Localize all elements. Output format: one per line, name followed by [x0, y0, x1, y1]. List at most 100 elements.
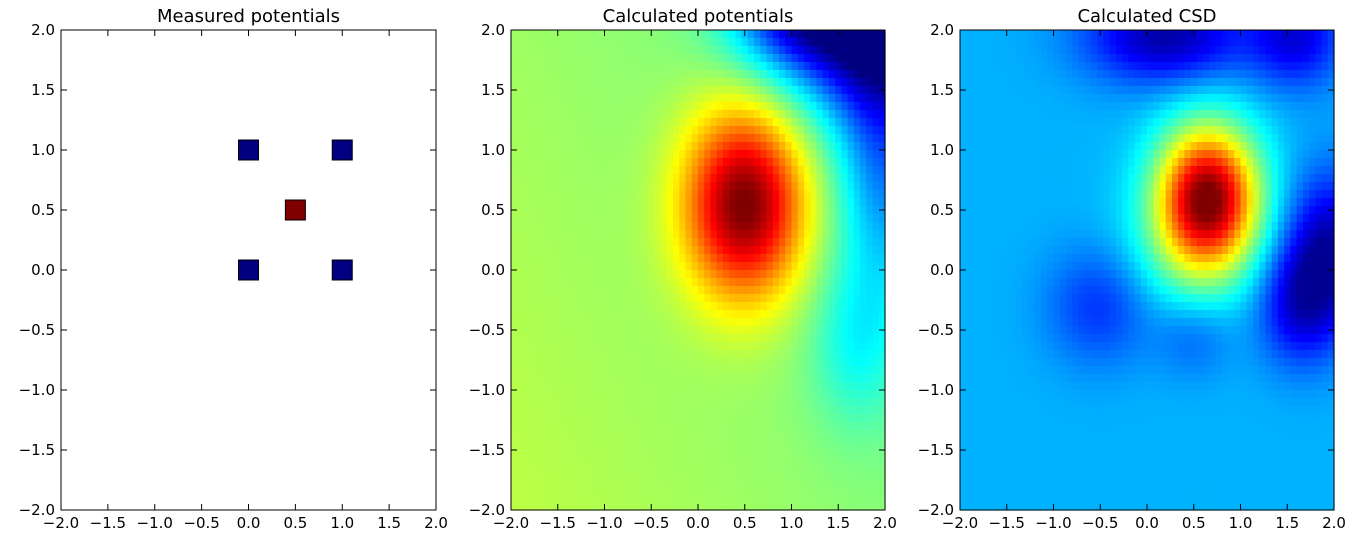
heatmap-cell — [1302, 54, 1310, 63]
heatmap-cell — [828, 270, 836, 279]
heatmap-cell — [585, 78, 593, 87]
heatmap-cell — [835, 430, 842, 439]
heatmap-cell — [797, 190, 805, 199]
heatmap-cell — [966, 198, 974, 207]
heatmap-cell — [1165, 30, 1173, 39]
heatmap-cell — [1327, 94, 1335, 103]
heatmap-cell — [803, 438, 811, 447]
heatmap-cell — [698, 422, 705, 431]
heatmap-cell — [747, 398, 755, 407]
heatmap-cell — [691, 414, 699, 423]
heatmap-cell — [772, 398, 780, 407]
heatmap-cell — [1097, 134, 1104, 143]
heatmap-cell — [779, 54, 786, 63]
heatmap-cell — [872, 174, 880, 183]
heatmap-cell — [673, 222, 680, 231]
heatmap-cell — [1009, 30, 1017, 39]
heatmap-cell — [535, 398, 543, 407]
heatmap-cell — [610, 310, 618, 319]
heatmap-cell — [785, 174, 793, 183]
heatmap-cell — [766, 174, 774, 183]
heatmap-cell — [666, 262, 674, 271]
heatmap-cell — [1065, 38, 1073, 47]
heatmap-cell — [1315, 126, 1323, 135]
heatmap-cell — [529, 222, 537, 231]
heatmap-cell — [529, 262, 537, 271]
heatmap-cell — [729, 142, 736, 151]
heatmap-cell — [548, 406, 556, 415]
heatmap-cell — [616, 118, 624, 127]
heatmap-cell — [542, 366, 549, 375]
heatmap-cell — [841, 174, 849, 183]
heatmap-cell — [716, 406, 724, 415]
heatmap-cell — [648, 430, 655, 439]
heatmap-cell — [710, 286, 718, 295]
heatmap-cell — [1171, 30, 1179, 39]
heatmap-cell — [1290, 38, 1298, 47]
heatmap-cell — [567, 294, 574, 303]
heatmap-cell — [1097, 126, 1104, 135]
heatmap-cell — [785, 462, 793, 471]
heatmap-cell — [610, 222, 618, 231]
heatmap-cell — [679, 326, 687, 335]
heatmap-cell — [1028, 190, 1036, 199]
heatmap-cell — [1053, 198, 1061, 207]
heatmap-cell — [729, 414, 736, 423]
heatmap-cell — [766, 454, 774, 463]
heatmap-cell — [1103, 142, 1111, 151]
heatmap-cell — [673, 142, 680, 151]
heatmap-cell — [560, 438, 568, 447]
heatmap-cell — [1165, 182, 1173, 191]
heatmap-cell — [754, 374, 761, 383]
heatmap-cell — [872, 246, 880, 255]
heatmap-cell — [1259, 158, 1267, 167]
heatmap-cell — [535, 334, 543, 343]
heatmap-cell — [803, 78, 811, 87]
heatmap-cell — [1122, 150, 1129, 159]
heatmap-cell — [535, 238, 543, 247]
heatmap-cell — [803, 70, 811, 79]
heatmap-cell — [666, 190, 674, 199]
heatmap-cell — [1327, 190, 1335, 199]
heatmap-cell — [542, 382, 549, 391]
heatmap-cell — [766, 238, 774, 247]
heatmap-cell — [866, 150, 874, 159]
heatmap-cell — [835, 454, 842, 463]
heatmap-cell — [997, 46, 1005, 55]
heatmap-cell — [978, 86, 986, 95]
heatmap-cell — [803, 62, 811, 71]
heatmap-cell — [710, 438, 718, 447]
heatmap-cell — [1097, 190, 1104, 199]
heatmap-cell — [567, 414, 574, 423]
heatmap-cell — [560, 134, 568, 143]
heatmap-cell — [803, 446, 811, 455]
heatmap-cell — [698, 38, 705, 47]
heatmap-cell — [685, 358, 693, 367]
heatmap-cell — [610, 302, 618, 311]
heatmap-cell — [1234, 182, 1242, 191]
heatmap-cell — [735, 502, 743, 511]
heatmap-cell — [1190, 126, 1198, 135]
heatmap-cell — [872, 302, 880, 311]
heatmap-cell — [673, 166, 680, 175]
heatmap-cell — [779, 318, 786, 327]
heatmap-cell — [641, 318, 649, 327]
heatmap-cell — [760, 494, 768, 503]
heatmap-cell — [1196, 110, 1204, 119]
heatmap-cell — [1209, 78, 1217, 87]
heatmap-cell — [691, 438, 699, 447]
y-tick-label: 1.0 — [31, 141, 55, 159]
heatmap-cell — [772, 238, 780, 247]
heatmap-cell — [648, 310, 655, 319]
heatmap-cell — [1147, 62, 1154, 71]
heatmap-cell — [1103, 126, 1111, 135]
heatmap-cell — [1184, 70, 1192, 79]
heatmap-cell — [554, 430, 562, 439]
heatmap-cell — [1009, 86, 1017, 95]
heatmap-cell — [766, 110, 774, 119]
heatmap-cell — [866, 366, 874, 375]
heatmap-cell — [598, 198, 606, 207]
heatmap-cell — [1122, 126, 1129, 135]
heatmap-cell — [666, 78, 674, 87]
heatmap-cell — [1059, 150, 1067, 159]
